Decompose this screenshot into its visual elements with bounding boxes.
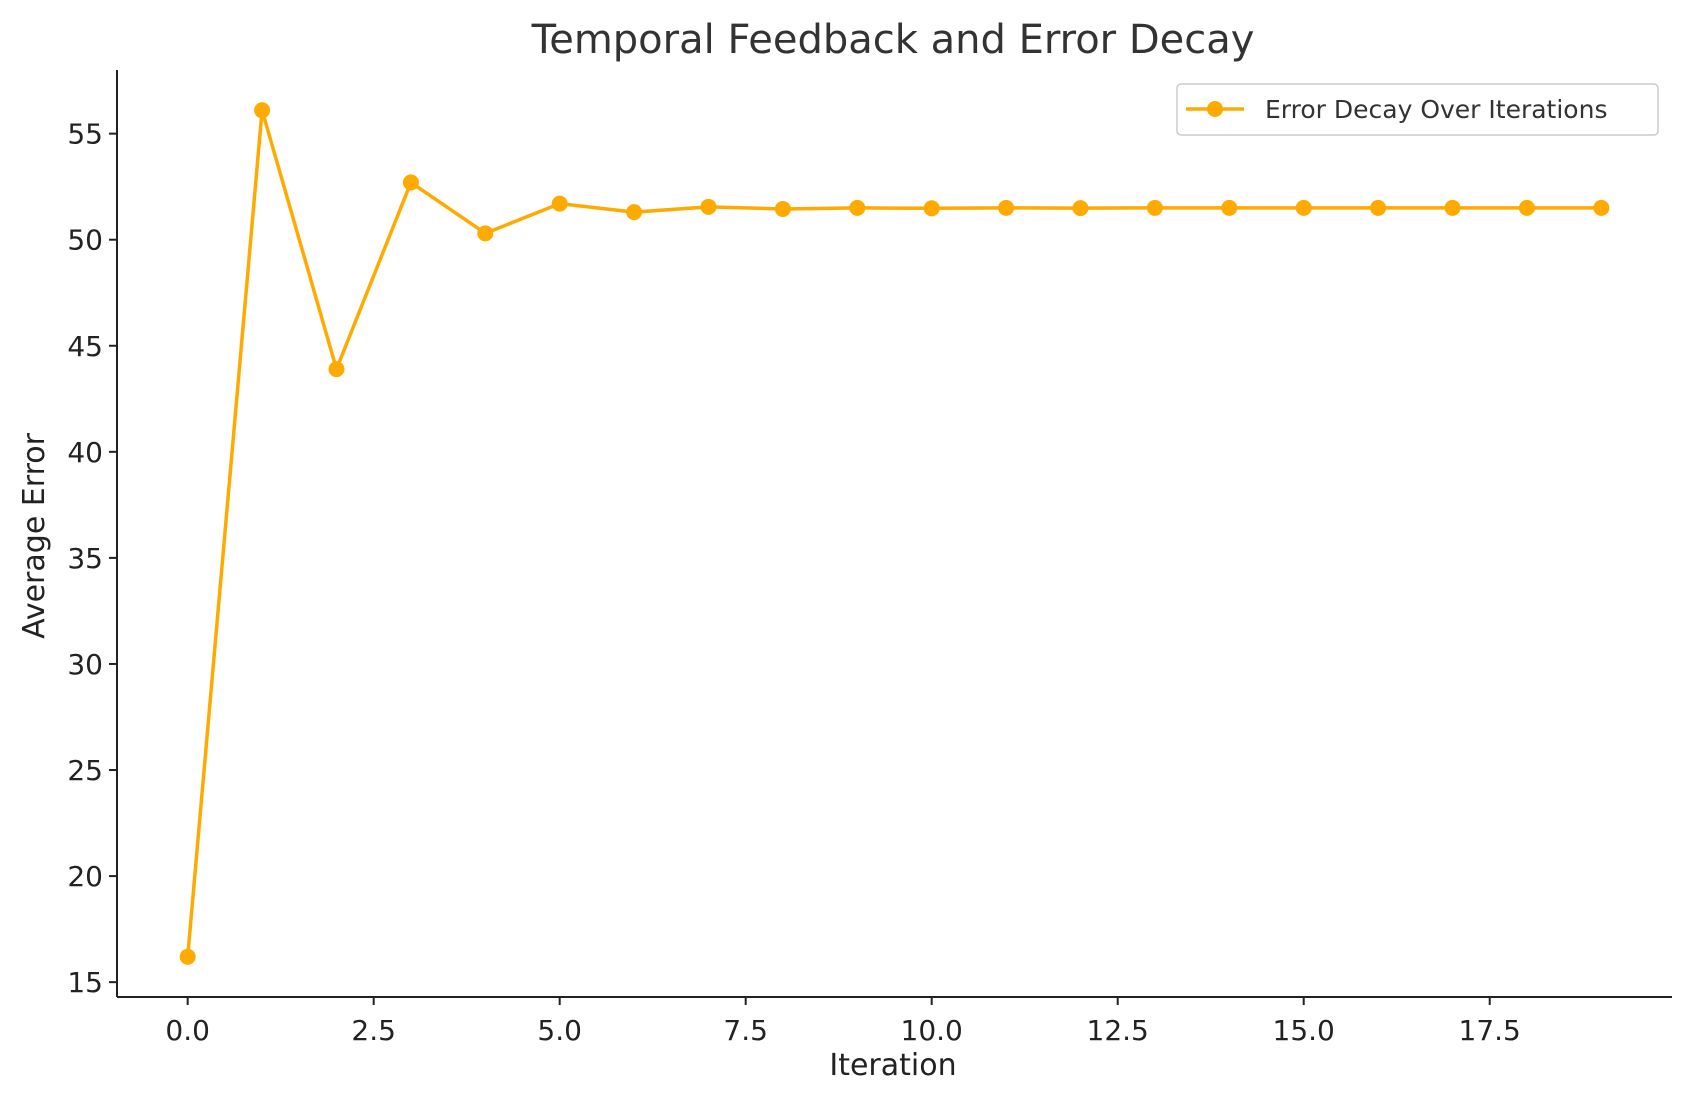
data-point <box>700 198 717 215</box>
data-point <box>1295 199 1312 216</box>
x-tick-label: 12.5 <box>1087 1014 1149 1047</box>
data-point <box>774 200 791 217</box>
y-tick-label: 50 <box>67 224 103 257</box>
chart-title: Temporal Feedback and Error Decay <box>531 17 1255 63</box>
x-tick-label: 7.5 <box>723 1014 768 1047</box>
x-tick-label: 2.5 <box>351 1014 396 1047</box>
data-point <box>477 225 494 242</box>
legend-entry: Error Decay Over Iterations <box>1265 95 1607 124</box>
data-point <box>1370 199 1387 216</box>
x-axis-label: Iteration <box>829 1048 956 1083</box>
data-point <box>1518 199 1535 216</box>
y-tick-label: 45 <box>67 330 103 363</box>
axes <box>116 70 1672 998</box>
data-point <box>551 195 568 212</box>
y-tick-label: 15 <box>67 966 103 999</box>
x-tick-label: 17.5 <box>1459 1014 1521 1047</box>
data-point <box>1593 199 1610 216</box>
y-tick-label: 25 <box>67 754 103 787</box>
series-line <box>185 108 1602 957</box>
y-tick-label: 20 <box>67 860 103 893</box>
y-tick-label: 55 <box>67 118 103 151</box>
data-point <box>1444 199 1461 216</box>
y-ticks: 15 20 25 30 35 40 45 50 55 <box>67 118 117 999</box>
y-tick-label: 40 <box>67 436 103 469</box>
data-point <box>1146 199 1163 216</box>
legend-box <box>1176 83 1659 136</box>
x-tick-label: 15.0 <box>1273 1014 1335 1047</box>
series-layer <box>179 102 1610 965</box>
data-point <box>923 200 940 217</box>
y-axis-label: Average Error <box>17 432 52 639</box>
y-tick-label: 35 <box>67 542 103 575</box>
data-point <box>1072 200 1089 217</box>
x-ticks: 0.0 2.5 5.0 7.5 10.0 12.5 15.0 17.5 <box>165 997 1521 1047</box>
legend: Error Decay Over Iterations <box>1176 83 1659 136</box>
x-tick-label: 10.0 <box>901 1014 963 1047</box>
data-point <box>998 199 1015 216</box>
data-point <box>328 361 345 378</box>
data-point <box>1221 199 1238 216</box>
legend-marker-swatch <box>1207 101 1223 117</box>
data-point <box>254 102 271 119</box>
y-tick-label: 30 <box>67 648 103 681</box>
data-point <box>402 174 419 191</box>
data-point <box>849 199 866 216</box>
x-tick-label: 0.0 <box>165 1014 210 1047</box>
data-point <box>179 948 196 965</box>
data-point <box>626 204 643 221</box>
x-tick-label: 5.0 <box>537 1014 582 1047</box>
